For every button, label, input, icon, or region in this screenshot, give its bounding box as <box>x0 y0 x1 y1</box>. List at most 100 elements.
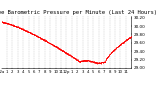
Point <box>11 23 13 25</box>
Point <box>23 29 26 31</box>
Point <box>45 41 48 42</box>
Point <box>64 51 66 53</box>
Point <box>31 33 33 34</box>
Point <box>110 52 112 53</box>
Point <box>15 26 18 27</box>
Point <box>61 50 64 52</box>
Point <box>83 60 86 61</box>
Point <box>20 27 22 29</box>
Point <box>105 57 108 58</box>
Point <box>54 46 57 47</box>
Point <box>13 25 15 26</box>
Point <box>115 46 118 48</box>
Point <box>76 59 79 60</box>
Point <box>66 53 68 54</box>
Point <box>13 26 16 27</box>
Point <box>23 29 25 31</box>
Point <box>73 57 75 59</box>
Point <box>26 31 29 32</box>
Point <box>39 37 42 39</box>
Point <box>2 22 4 23</box>
Point <box>127 38 129 40</box>
Point <box>42 39 44 40</box>
Point <box>22 29 25 30</box>
Point <box>44 40 47 42</box>
Point <box>118 45 120 46</box>
Point <box>12 24 14 26</box>
Point <box>14 25 17 27</box>
Point <box>118 44 121 46</box>
Point <box>66 53 69 55</box>
Point <box>36 36 39 37</box>
Point <box>129 36 132 38</box>
Point <box>0 21 3 22</box>
Point <box>71 56 73 57</box>
Point <box>122 42 124 43</box>
Point <box>45 41 48 42</box>
Point <box>16 26 19 27</box>
Point <box>101 62 103 63</box>
Point <box>62 50 65 52</box>
Point <box>66 53 68 54</box>
Point <box>11 25 14 26</box>
Point <box>77 60 80 61</box>
Point <box>117 46 119 47</box>
Point <box>29 32 31 33</box>
Point <box>3 22 5 23</box>
Point <box>106 57 108 58</box>
Point <box>97 62 100 63</box>
Point <box>2 22 5 23</box>
Point <box>30 33 33 34</box>
Point <box>1 21 4 23</box>
Point <box>44 40 46 41</box>
Point <box>128 37 131 38</box>
Point <box>79 61 82 62</box>
Point <box>61 49 63 50</box>
Point <box>129 37 131 39</box>
Point <box>118 45 120 46</box>
Point <box>96 62 98 64</box>
Point <box>32 33 34 35</box>
Point <box>52 44 54 46</box>
Point <box>3 22 6 23</box>
Point <box>59 48 62 49</box>
Point <box>105 57 108 59</box>
Point <box>108 54 111 55</box>
Point <box>95 62 97 63</box>
Point <box>93 62 96 63</box>
Point <box>15 25 17 27</box>
Point <box>9 23 12 25</box>
Point <box>72 57 74 58</box>
Point <box>46 41 49 43</box>
Point <box>105 59 107 61</box>
Point <box>93 61 96 63</box>
Point <box>111 51 114 52</box>
Point <box>93 61 96 63</box>
Point <box>81 60 84 61</box>
Point <box>16 26 19 27</box>
Point <box>82 60 85 61</box>
Point <box>110 52 112 54</box>
Point <box>9 24 11 25</box>
Point <box>11 24 13 25</box>
Point <box>20 29 23 30</box>
Point <box>49 43 52 44</box>
Point <box>50 44 53 45</box>
Point <box>16 26 18 28</box>
Point <box>121 42 124 43</box>
Point <box>98 62 101 64</box>
Point <box>56 46 59 48</box>
Point <box>129 36 132 38</box>
Point <box>80 60 82 61</box>
Point <box>108 53 111 55</box>
Point <box>47 41 49 43</box>
Point <box>80 61 83 62</box>
Point <box>86 60 88 61</box>
Point <box>13 25 16 27</box>
Point <box>93 62 96 63</box>
Point <box>82 60 84 61</box>
Point <box>70 55 73 57</box>
Point <box>94 62 97 63</box>
Point <box>78 61 81 62</box>
Point <box>67 54 70 55</box>
